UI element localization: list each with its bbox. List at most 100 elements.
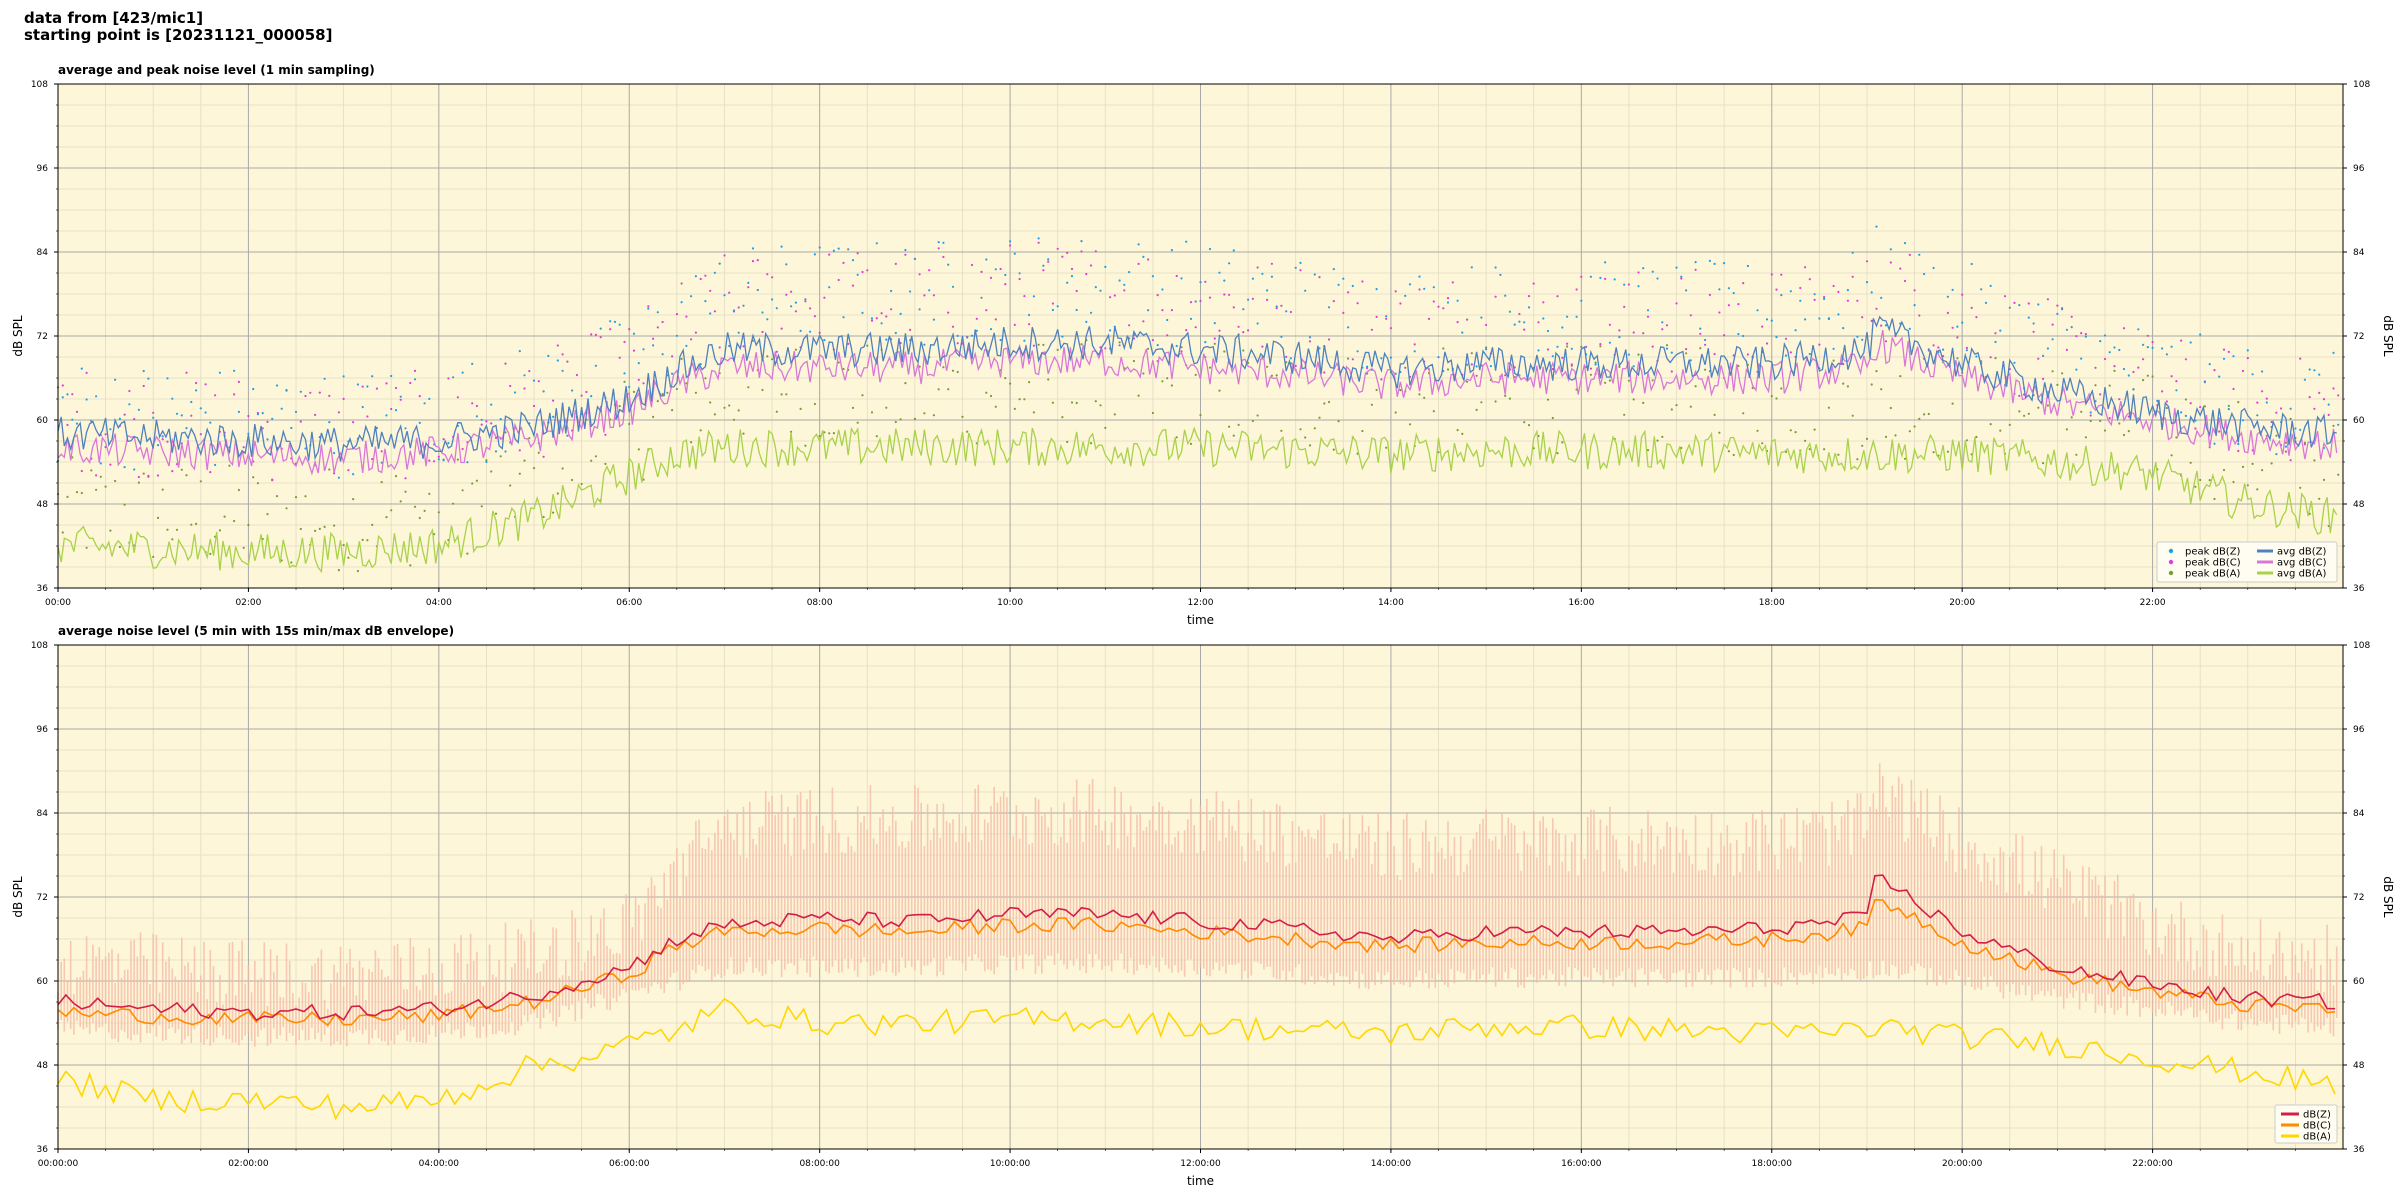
- peak-point: [1856, 335, 1859, 338]
- peak-point: [2018, 394, 2021, 397]
- peak-point: [2299, 486, 2302, 489]
- peak-point: [775, 307, 778, 310]
- peak-point: [1385, 446, 1388, 449]
- peak-point: [2089, 419, 2092, 423]
- peak-point: [675, 334, 679, 337]
- peak-point: [561, 353, 564, 356]
- peak-point: [732, 309, 736, 312]
- peak-point: [214, 394, 217, 397]
- peak-point: [490, 470, 493, 473]
- peak-point: [652, 337, 655, 340]
- peak-point: [1280, 304, 1283, 307]
- legend-marker: [2168, 570, 2174, 576]
- peak-point: [556, 359, 559, 362]
- peak-point: [966, 336, 969, 339]
- peak-point: [1208, 296, 1212, 299]
- peak-point: [237, 380, 240, 383]
- peak-point: [856, 421, 859, 424]
- peak-point: [1175, 274, 1178, 278]
- peak-point: [1775, 336, 1778, 339]
- peak-point: [1109, 296, 1112, 299]
- peak-point: [2313, 369, 2316, 372]
- peak-point: [2132, 388, 2135, 391]
- peak-point: [1361, 280, 1364, 283]
- peak-point: [2127, 430, 2130, 433]
- peak-point: [1494, 266, 1497, 269]
- peak-point: [1875, 370, 1878, 373]
- peak-point: [1542, 317, 1545, 320]
- peak-point: [585, 390, 588, 394]
- peak-point: [1275, 305, 1278, 308]
- peak-point: [1418, 288, 1421, 291]
- peak-point: [775, 350, 778, 353]
- peak-point: [1247, 329, 1250, 332]
- peak-point: [804, 298, 807, 301]
- peak-point: [2284, 450, 2287, 453]
- peak-point: [1789, 429, 1792, 432]
- peak-point: [652, 415, 655, 418]
- peak-point: [1004, 273, 1007, 277]
- peak-point: [218, 529, 221, 532]
- peak-point: [1970, 262, 1973, 266]
- peak-point: [1851, 275, 1854, 278]
- peak-point: [180, 414, 183, 417]
- peak-point: [866, 344, 869, 347]
- peak-point: [909, 328, 912, 331]
- peak-point: [1009, 244, 1012, 247]
- peak-point: [894, 331, 897, 335]
- peak-point: [1456, 429, 1459, 432]
- peak-point: [575, 373, 579, 377]
- peak-point: [1323, 402, 1326, 405]
- peak-point: [656, 400, 659, 403]
- peak-point: [542, 515, 545, 519]
- peak-point: [1413, 343, 1416, 346]
- peak-point: [1161, 288, 1164, 291]
- peak-point: [1456, 299, 1459, 302]
- peak-point: [2084, 335, 2087, 338]
- peak-point: [709, 289, 712, 292]
- peak-point: [813, 315, 817, 318]
- peak-point: [75, 422, 79, 425]
- peak-point: [1089, 442, 1093, 445]
- peak-point: [399, 395, 402, 398]
- peak-point: [1318, 347, 1321, 350]
- peak-point: [1575, 315, 1578, 318]
- peak-point: [980, 270, 983, 273]
- peak-point: [1285, 355, 1288, 358]
- peak-point: [1446, 368, 1450, 371]
- peak-point: [1632, 398, 1635, 401]
- peak-point: [2184, 398, 2187, 401]
- peak-point: [133, 418, 136, 421]
- x-tick-label: 08:00:00: [799, 1159, 840, 1169]
- peak-point: [1261, 345, 1264, 348]
- peak-point: [994, 318, 997, 321]
- peak-point: [2061, 308, 2064, 311]
- peak-point: [1237, 325, 1240, 328]
- peak-point: [237, 410, 240, 413]
- peak-point: [1851, 414, 1854, 417]
- peak-point: [913, 417, 917, 420]
- peak-point: [475, 415, 478, 418]
- peak-point: [842, 316, 845, 319]
- peak-point: [1185, 329, 1188, 332]
- peak-point: [1889, 261, 1892, 264]
- peak-point: [1594, 363, 1597, 366]
- peak-point: [1166, 334, 1169, 337]
- peak-point: [742, 304, 745, 307]
- peak-point: [1527, 306, 1531, 309]
- peak-point: [252, 476, 255, 479]
- x-axis-label: time: [1187, 1174, 1214, 1188]
- peak-point: [1784, 354, 1788, 357]
- peak-point: [1199, 414, 1202, 417]
- peak-point: [413, 369, 417, 372]
- peak-point: [2318, 373, 2321, 376]
- peak-point: [1504, 394, 1507, 397]
- peak-point: [537, 380, 540, 383]
- peak-point: [956, 370, 959, 374]
- peak-point: [1147, 347, 1150, 350]
- peak-point: [2208, 363, 2211, 366]
- peak-point: [1266, 298, 1269, 301]
- peak-point: [1599, 345, 1602, 348]
- peak-point: [1823, 448, 1826, 451]
- peak-point: [242, 446, 245, 449]
